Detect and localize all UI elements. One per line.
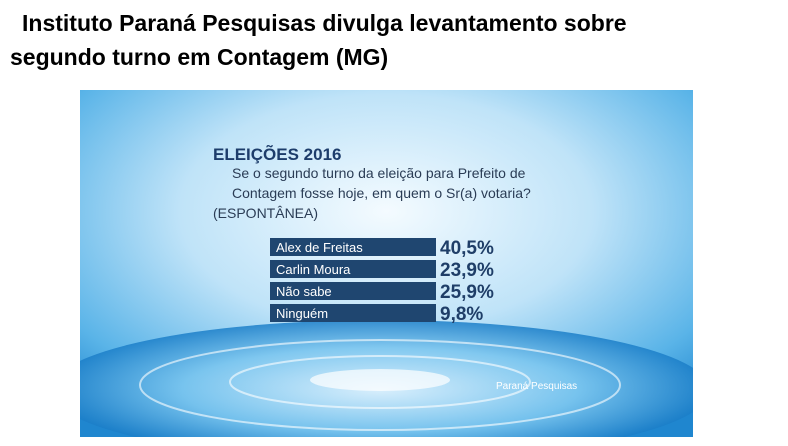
source: Paraná Pesquisas (496, 381, 577, 392)
candidate-name: Carlin Moura (276, 262, 351, 277)
question-line: Contagem fosse hoje, em quem o Sr(a) vot… (232, 185, 531, 201)
row-bar (270, 282, 436, 300)
question-line: Se o segundo turno da eleição para Prefe… (232, 165, 526, 181)
decoration (310, 369, 450, 391)
headline-line: segundo turno em Contagem (MG) (10, 44, 389, 70)
result-value: 40,5% (440, 238, 494, 259)
row-bar (270, 304, 436, 322)
candidate-name: Ninguém (276, 306, 328, 321)
poll-graphic: ELEIÇÕES 2016 Se o segundo turno da elei… (80, 90, 693, 437)
result-value: 25,9% (440, 282, 494, 303)
candidate-name: Alex de Freitas (276, 240, 363, 255)
row-bar (270, 260, 436, 278)
candidate-name: Não sabe (276, 284, 332, 299)
headline-line: Instituto Paraná Pesquisas divulga levan… (22, 10, 627, 36)
result-value: 9,8% (440, 304, 483, 325)
row-bar (270, 238, 436, 256)
decoration (229, 355, 531, 409)
note: (ESPONTÂNEA) (213, 205, 318, 221)
graphic-heading: ELEIÇÕES 2016 (213, 144, 342, 164)
headline: Instituto Paraná Pesquisas divulga levan… (10, 6, 627, 74)
results-table: Alex de Freitas 40,5% Carlin Moura 23,9% Não… (270, 238, 494, 325)
decoration (139, 339, 621, 431)
result-value: 23,9% (440, 260, 494, 281)
